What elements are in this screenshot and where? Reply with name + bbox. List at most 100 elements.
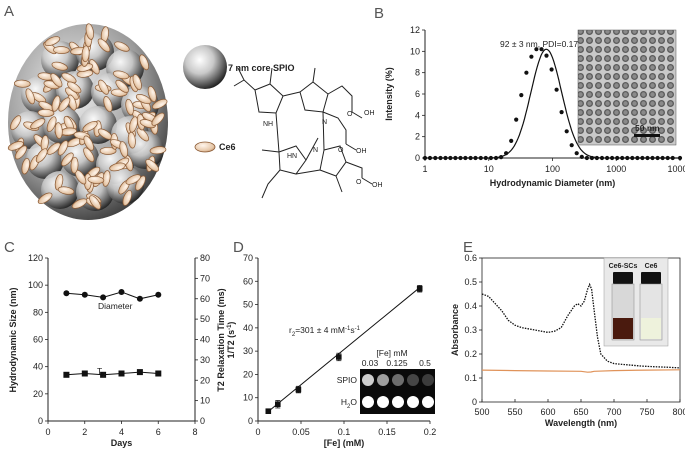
c-xtick-label-0: 0 bbox=[45, 427, 50, 437]
cluster-ce6-107 bbox=[51, 61, 68, 71]
d-ytick-label-5: 50 bbox=[243, 300, 253, 310]
c-xtick-label-2: 4 bbox=[119, 427, 124, 437]
c2-ytick-label-0: 0 bbox=[200, 416, 205, 426]
c-point-1-5 bbox=[155, 370, 162, 377]
b-point-2 bbox=[433, 155, 438, 161]
cluster-ce6-117 bbox=[135, 94, 152, 105]
d-ytick-label-1: 10 bbox=[243, 393, 253, 403]
cluster-ce6-81 bbox=[136, 127, 149, 142]
b-tem-inset: 50 nm bbox=[577, 29, 677, 146]
d-x-label: [Fe] (mM) bbox=[324, 438, 365, 448]
b-point-27 bbox=[559, 110, 564, 115]
b-point-18 bbox=[514, 117, 519, 122]
b-point-48 bbox=[665, 155, 670, 161]
d-y-label: 1/T2 (s-1) bbox=[226, 322, 236, 359]
chart-c-stability: 0 2 4 6 802040608010012001020304050607080Day… bbox=[8, 253, 226, 448]
cluster-ce6-14 bbox=[145, 159, 159, 172]
b-tem-scale-label: 50 nm bbox=[635, 123, 660, 133]
b-point-15 bbox=[499, 155, 504, 160]
cluster-ce6-114 bbox=[13, 79, 31, 88]
d-well-1-3 bbox=[407, 396, 419, 408]
b-point-26 bbox=[554, 87, 559, 92]
b-point-23 bbox=[539, 47, 544, 52]
b-point-29 bbox=[569, 143, 574, 148]
cluster-ce6-80 bbox=[125, 174, 141, 185]
e-xtick-label-2: 600 bbox=[540, 407, 555, 417]
cluster-ce6-83 bbox=[46, 116, 57, 133]
cluster-ce6-3 bbox=[46, 142, 61, 155]
spio-sphere bbox=[183, 45, 227, 89]
d-xtick-label-0: 0 bbox=[255, 427, 260, 437]
d-point-3 bbox=[336, 354, 342, 360]
b-point-34 bbox=[594, 155, 600, 161]
cluster-ce6-119 bbox=[83, 147, 95, 163]
b-ytick-label-2: 4 bbox=[415, 110, 420, 120]
c-ytick-label-5: 100 bbox=[28, 280, 43, 290]
cluster-ce6-63 bbox=[14, 145, 28, 160]
panel-label-c: C bbox=[4, 239, 15, 256]
d-point-0 bbox=[265, 408, 272, 414]
e-series-0 bbox=[481, 282, 681, 369]
cluster-ce6-95 bbox=[81, 45, 90, 63]
cluster-ce6-72 bbox=[98, 79, 109, 95]
cluster-ce6-110 bbox=[119, 141, 128, 158]
cluster-ce6-82 bbox=[61, 152, 74, 167]
b-point-47 bbox=[660, 155, 665, 161]
b-tem-image bbox=[577, 29, 677, 146]
panel-label-d: D bbox=[233, 239, 244, 256]
e-vial1-liquid bbox=[613, 318, 633, 339]
e-vial2-cap bbox=[641, 272, 661, 284]
svg-text:NH: NH bbox=[263, 121, 273, 128]
b-point-5 bbox=[448, 155, 453, 161]
e-xtick-label-0: 500 bbox=[474, 407, 489, 417]
cluster-ce6-64 bbox=[127, 131, 136, 149]
cluster-ce6-56 bbox=[7, 141, 24, 151]
cluster-ce6-100 bbox=[115, 79, 129, 93]
b-point-4 bbox=[443, 155, 448, 161]
b-point-31 bbox=[579, 154, 584, 159]
b-xtick-label-3: 1000 bbox=[606, 164, 626, 174]
c-ytick-label-0: 0 bbox=[38, 416, 43, 426]
d-inset-row-label-0: SPIO bbox=[337, 375, 358, 385]
panel-label-e: E bbox=[463, 239, 473, 256]
d-xtick-label-4: 0.2 bbox=[424, 427, 437, 437]
svg-text:O: O bbox=[356, 179, 362, 186]
svg-text:OH: OH bbox=[364, 110, 375, 117]
d-inset-row-label-1: H2O bbox=[341, 397, 357, 410]
e-xtick-label-5: 750 bbox=[639, 407, 654, 417]
b-point-37 bbox=[610, 155, 615, 161]
c2-ytick-label-2: 20 bbox=[200, 375, 210, 385]
e-vial-photo: Ce6-SCs Ce6 bbox=[603, 257, 669, 347]
c-ytick-label-6: 120 bbox=[28, 253, 43, 263]
d-ytick-label-2: 20 bbox=[243, 369, 253, 379]
cluster-ce6-43 bbox=[99, 146, 117, 155]
d-well-1-2 bbox=[392, 396, 404, 408]
c2-ytick-label-7: 70 bbox=[200, 273, 210, 283]
e-ytick-label-1: 0.1 bbox=[464, 373, 477, 383]
cluster-ce6-7 bbox=[149, 146, 167, 155]
cluster-ce6-24 bbox=[71, 198, 88, 209]
cluster-ce6-113 bbox=[151, 112, 165, 126]
cluster-ce6-111 bbox=[44, 36, 61, 47]
d-point-4 bbox=[416, 285, 423, 292]
ce6-legend-ellipse bbox=[194, 141, 216, 153]
cluster-ce6-90 bbox=[97, 38, 111, 53]
b-point-41 bbox=[630, 155, 635, 161]
c2-ytick-label-1: 10 bbox=[200, 396, 210, 406]
cluster-ce6-115 bbox=[57, 186, 75, 195]
d-well-1-1 bbox=[377, 396, 389, 408]
c-point-1-3 bbox=[118, 370, 125, 377]
d-annotation: r2=301 ± 4 mM-1s-1 bbox=[289, 325, 361, 338]
cluster-ce6-66 bbox=[67, 81, 82, 94]
cluster-ce6-116 bbox=[50, 73, 63, 88]
chart-b-dls: 1 10 100 1000 10000 0 2 4 6 8 10 12 Hydrodynamic Dia… bbox=[384, 25, 685, 188]
cluster-ce6-21 bbox=[30, 118, 46, 130]
b-y-label: Intensity (%) bbox=[384, 67, 394, 121]
b-point-22 bbox=[534, 47, 539, 52]
c-point-0-5 bbox=[155, 291, 162, 298]
e-x-label: Wavelength (nm) bbox=[545, 418, 617, 428]
b-xtick-label-2: 100 bbox=[545, 164, 560, 174]
b-point-38 bbox=[615, 155, 620, 161]
c-y-label: Hydrodynamic Size (nm) bbox=[8, 287, 18, 392]
c2-ytick-label-8: 80 bbox=[200, 253, 210, 263]
